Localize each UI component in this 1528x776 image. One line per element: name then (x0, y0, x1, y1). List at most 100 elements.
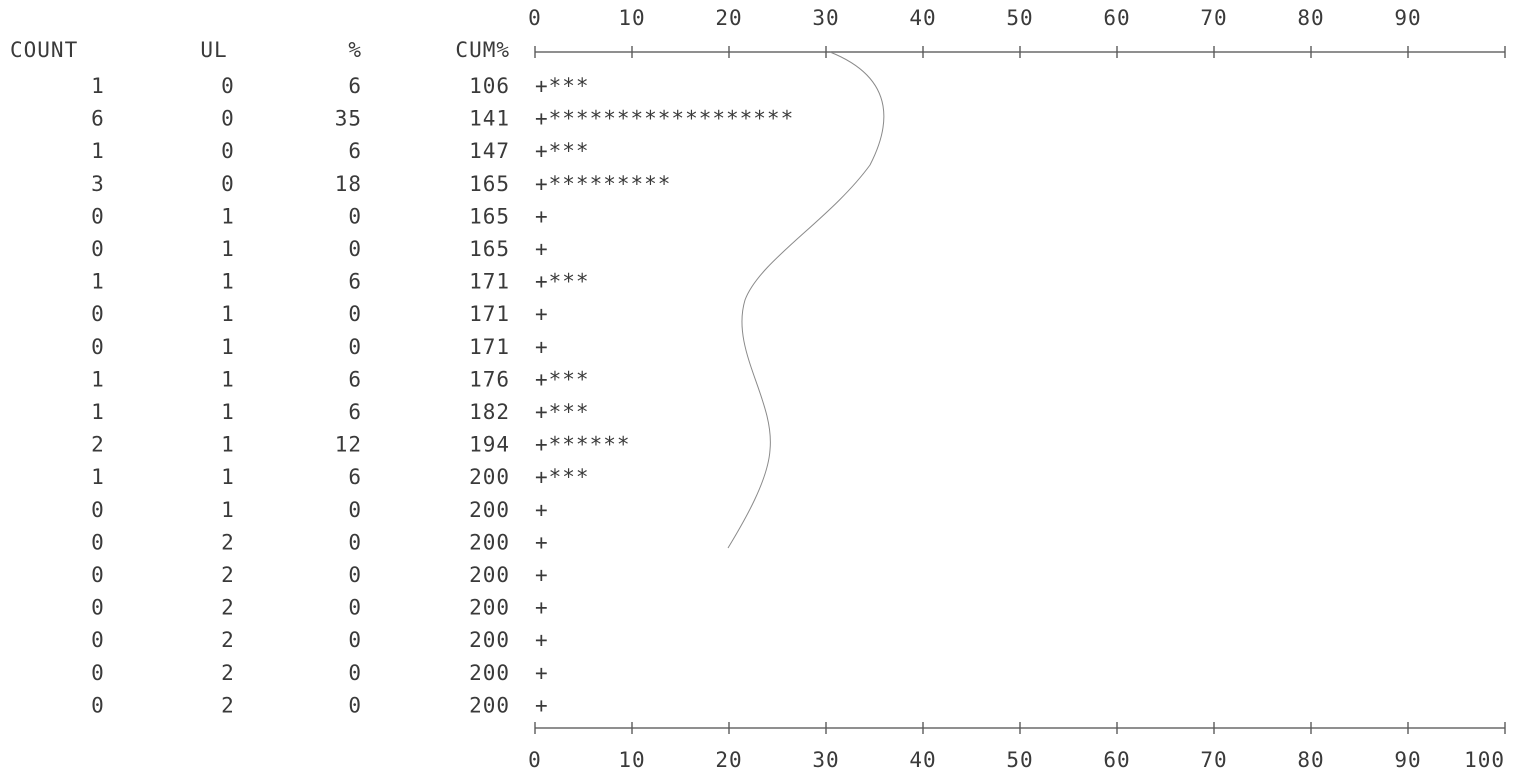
bar: + (535, 661, 549, 685)
bottom-tick-label: 10 (618, 748, 645, 772)
row-ul: 2 (221, 661, 235, 685)
table-row: 1 0 6 106 +*** (91, 74, 590, 98)
row-ul: 1 (221, 433, 235, 457)
row-ul: 1 (221, 335, 235, 359)
row-cum: 194 (469, 433, 510, 457)
table-row: 6 0 35 141 +****************** (91, 107, 793, 131)
top-tick-label: 90 (1394, 6, 1421, 30)
table-row: 1 1 6 171 +*** (91, 270, 588, 294)
row-pct: 6 (348, 270, 362, 294)
bar: + (535, 335, 549, 359)
row-pct: 0 (348, 204, 362, 228)
table-row: 0 2 0 200 + (91, 628, 547, 652)
top-tick-label: 30 (812, 6, 839, 30)
bar: + (535, 596, 549, 620)
bottom-tick-label: 70 (1200, 748, 1227, 772)
table-row: 2 1 12 194 +****** (91, 433, 631, 457)
row-count: 0 (91, 563, 105, 587)
table-row: 0 1 0 171 + (91, 335, 549, 359)
bottom-tick-label: 30 (812, 748, 839, 772)
row-ul: 2 (221, 628, 235, 652)
row-count: 0 (91, 661, 105, 685)
top-tick-label: 50 (1006, 6, 1033, 30)
row-cum: 176 (469, 367, 510, 391)
row-pct: 0 (348, 596, 362, 620)
row-cum: 171 (469, 335, 510, 359)
bar: +*** (535, 74, 590, 98)
row-count: 1 (91, 270, 105, 294)
bottom-tick-label: 60 (1103, 748, 1130, 772)
table-row: 1 1 6 182 +*** (91, 400, 588, 424)
top-tick-label: 80 (1297, 6, 1324, 30)
bar: +********* (535, 172, 671, 196)
row-ul: 1 (221, 465, 235, 489)
axis-rules (534, 46, 1506, 734)
top-tick-label: 60 (1103, 6, 1130, 30)
row-pct: 0 (348, 335, 362, 359)
bottom-tick-label: 0 (528, 748, 542, 772)
row-ul: 0 (221, 107, 235, 131)
row-ul: 1 (221, 367, 235, 391)
row-pct: 18 (335, 172, 362, 196)
row-ul: 2 (221, 563, 235, 587)
top-tick-label: 20 (715, 6, 742, 30)
table-row: 0 2 0 200 + (91, 596, 549, 620)
row-pct: 0 (348, 563, 362, 587)
row-ul: 1 (221, 302, 235, 326)
row-count: 1 (91, 367, 105, 391)
row-cum: 200 (469, 693, 510, 717)
row-cum: 165 (469, 204, 510, 228)
bar: + (535, 302, 549, 326)
bottom-tick-label: 20 (715, 748, 742, 772)
row-cum: 182 (469, 400, 510, 424)
row-ul: 0 (221, 74, 235, 98)
table-row: 0 2 0 200 + (91, 661, 549, 685)
row-pct: 12 (335, 433, 362, 457)
row-count: 6 (91, 107, 105, 131)
table-row: 0 1 0 171 + (91, 302, 549, 326)
bar: + (535, 693, 549, 717)
row-pct: 0 (348, 237, 362, 261)
row-count: 1 (91, 74, 105, 98)
header-ul: UL (200, 38, 227, 62)
top-tick-label: 70 (1200, 6, 1227, 30)
row-cum: 200 (469, 628, 510, 652)
row-count: 0 (91, 237, 105, 261)
row-count: 0 (91, 498, 105, 522)
row-cum: 165 (469, 237, 510, 261)
row-ul: 1 (221, 400, 235, 424)
bar: + (535, 237, 549, 261)
row-count: 0 (91, 302, 105, 326)
row-cum: 200 (469, 563, 510, 587)
row-count: 2 (91, 433, 105, 457)
row-count: 0 (91, 628, 105, 652)
row-count: 1 (91, 400, 105, 424)
row-count: 3 (91, 172, 105, 196)
bottom-tick-label: 40 (909, 748, 936, 772)
bottom-tick-label: 100 (1464, 748, 1505, 772)
row-ul: 2 (221, 530, 235, 554)
column-headers: COUNT UL % CUM% (10, 38, 510, 62)
row-ul: 1 (221, 204, 235, 228)
table-row: 1 1 6 200 +*** (91, 465, 590, 489)
table-row: 3 0 18 165 +********* (91, 172, 671, 196)
bottom-tick-label: 80 (1297, 748, 1324, 772)
row-count: 0 (91, 596, 105, 620)
table-row: 0 2 0 200 + (91, 563, 547, 587)
bottom-tick-label: 90 (1394, 748, 1421, 772)
row-count: 1 (91, 139, 105, 163)
row-pct: 6 (348, 400, 362, 424)
bottom-tick-label: 50 (1006, 748, 1033, 772)
header-cum: CUM% (455, 38, 510, 62)
row-ul: 0 (221, 139, 235, 163)
row-pct: 0 (348, 498, 362, 522)
row-ul: 1 (221, 270, 235, 294)
bar: +*** (535, 465, 590, 489)
row-pct: 0 (348, 628, 362, 652)
top-tick-label: 0 (528, 6, 542, 30)
row-count: 0 (91, 530, 105, 554)
bar: + (535, 530, 549, 554)
bar: +****** (535, 433, 631, 457)
row-cum: 106 (469, 74, 510, 98)
